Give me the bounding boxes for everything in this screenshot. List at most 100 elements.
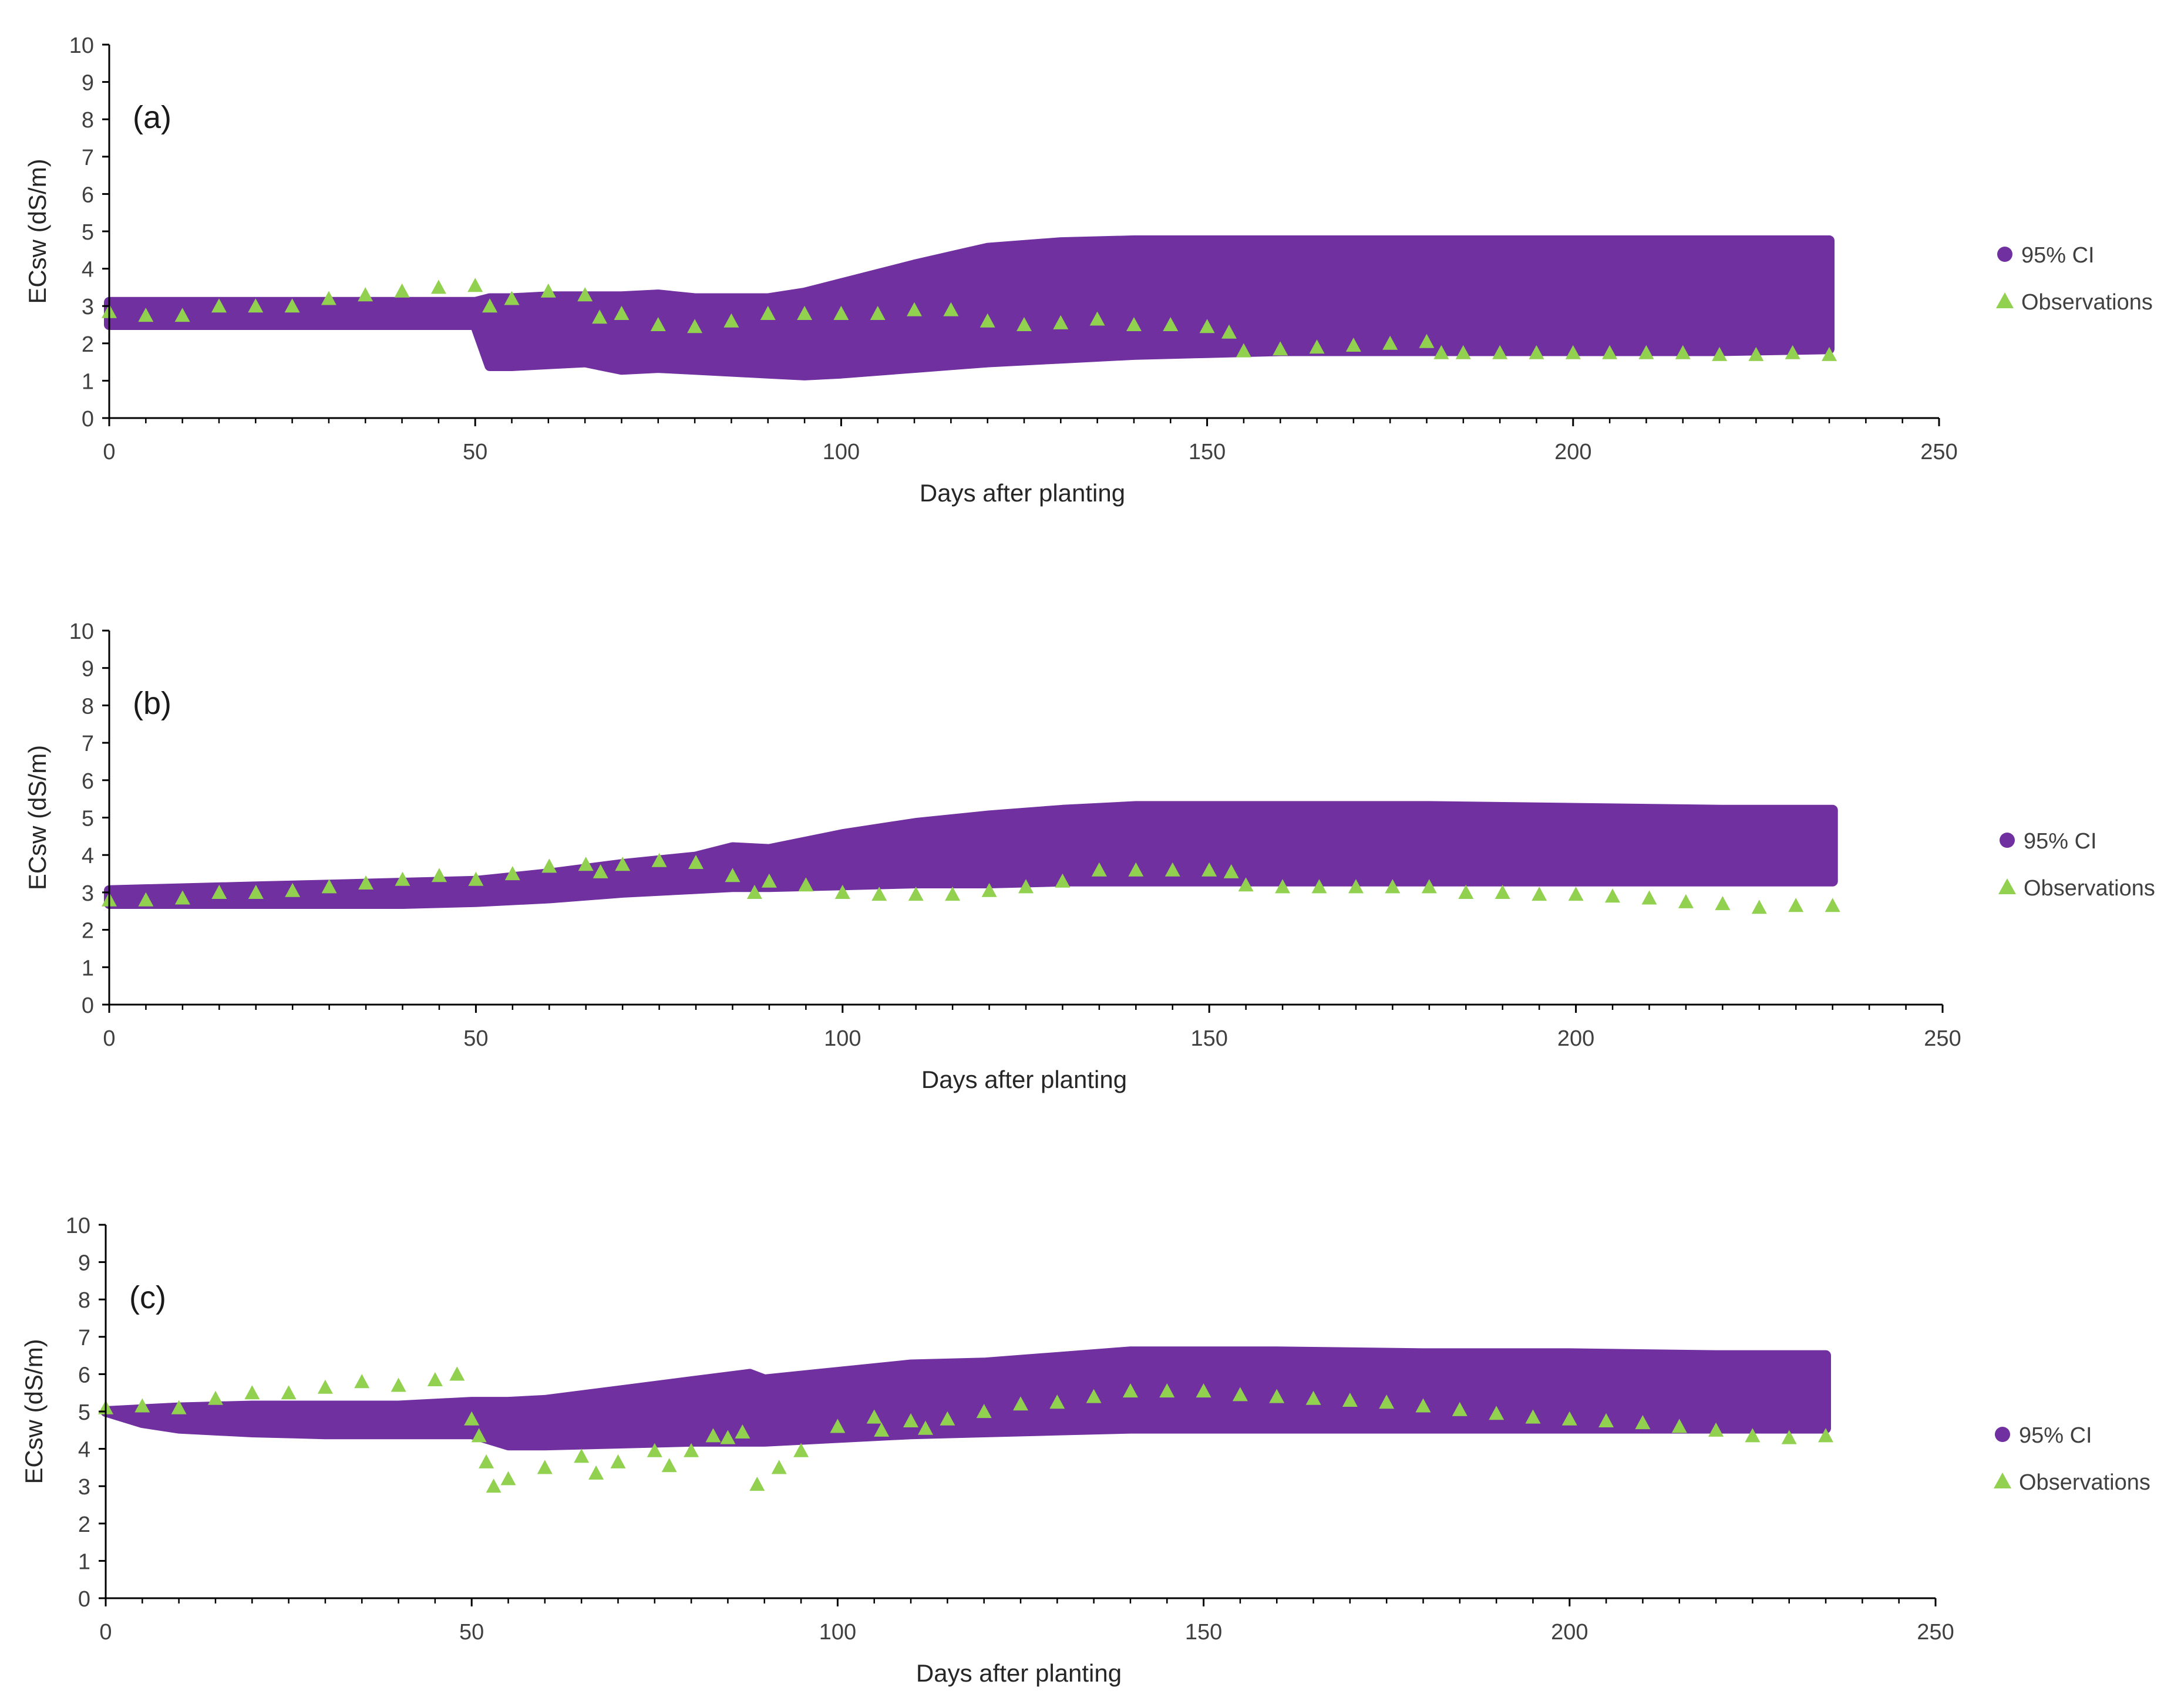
observation-point bbox=[871, 887, 887, 901]
observation-point bbox=[1421, 879, 1437, 894]
observation-point bbox=[1605, 888, 1620, 903]
observation-point bbox=[688, 854, 704, 869]
observation-point bbox=[1385, 879, 1401, 894]
x-tick-label: 150 bbox=[1185, 1620, 1222, 1645]
observation-point bbox=[1635, 1415, 1651, 1430]
observation-point bbox=[1678, 894, 1694, 908]
legend: 95% CI Observations bbox=[1998, 829, 2155, 901]
observation-point bbox=[574, 1448, 590, 1463]
observation-point bbox=[432, 868, 447, 882]
x-tick-label: 100 bbox=[824, 1026, 861, 1051]
y-tick-label: 7 bbox=[78, 1326, 90, 1350]
observation-point bbox=[1305, 1390, 1321, 1405]
observation-point bbox=[760, 305, 776, 320]
observation-point bbox=[479, 1454, 494, 1468]
x-tick-label: 250 bbox=[1924, 1026, 1961, 1051]
observation-point bbox=[1086, 1389, 1102, 1403]
observation-point bbox=[1345, 338, 1361, 352]
observation-point bbox=[874, 1422, 890, 1437]
observation-point bbox=[1455, 345, 1471, 359]
observation-point bbox=[138, 308, 154, 322]
y-tick-label: 4 bbox=[82, 844, 94, 868]
y-tick-label: 2 bbox=[82, 919, 94, 944]
observation-point bbox=[1164, 862, 1180, 877]
y-tick-label: 2 bbox=[78, 1512, 90, 1537]
observation-point bbox=[244, 1385, 260, 1400]
legend: 95% CI Observations bbox=[1996, 243, 2153, 315]
observation-point bbox=[610, 1454, 626, 1468]
observation-point bbox=[1236, 343, 1251, 358]
legend-observations-marker bbox=[1996, 292, 2014, 308]
observation-point bbox=[1529, 345, 1544, 359]
ci-band bbox=[100, 1346, 1831, 1451]
x-tick-label: 100 bbox=[819, 1620, 856, 1645]
legend-label-observations: Observations bbox=[2021, 290, 2153, 315]
observation-point bbox=[1311, 879, 1327, 894]
observation-point bbox=[723, 313, 739, 328]
observation-point bbox=[761, 873, 777, 888]
observation-point bbox=[1748, 346, 1764, 361]
observation-point bbox=[1348, 879, 1364, 894]
observation-point bbox=[907, 302, 922, 316]
y-tick-label: 5 bbox=[82, 220, 94, 245]
x-tick-label: 150 bbox=[1190, 1026, 1227, 1051]
x-axis-title: Days after planting bbox=[921, 1066, 1127, 1093]
observation-point bbox=[1091, 862, 1107, 877]
observation-point bbox=[1602, 345, 1618, 359]
x-tick-label: 200 bbox=[1551, 1620, 1588, 1645]
observation-point bbox=[1532, 887, 1547, 901]
observation-point bbox=[1561, 1411, 1577, 1426]
x-tick-label: 0 bbox=[103, 1026, 115, 1051]
y-tick-label: 8 bbox=[82, 694, 94, 719]
y-tick-label: 1 bbox=[82, 956, 94, 981]
observation-point bbox=[464, 1411, 480, 1426]
observation-point bbox=[870, 305, 886, 320]
observation-point bbox=[1199, 319, 1215, 333]
ci-band bbox=[104, 801, 1838, 909]
observation-point bbox=[248, 884, 264, 899]
observation-point bbox=[1013, 1396, 1028, 1411]
observation-point bbox=[1712, 346, 1728, 361]
observation-point bbox=[285, 882, 301, 897]
observation-point bbox=[174, 308, 190, 322]
observation-point bbox=[171, 1400, 187, 1414]
observation-point bbox=[830, 1419, 846, 1433]
observation-point bbox=[1223, 864, 1239, 878]
observation-point bbox=[467, 278, 483, 292]
observation-point bbox=[771, 1460, 787, 1474]
legend-ci-marker bbox=[2000, 833, 2015, 848]
legend-label-observations: Observations bbox=[2024, 876, 2155, 901]
observation-point bbox=[976, 1404, 992, 1419]
observation-point bbox=[537, 1460, 553, 1474]
observation-point bbox=[1017, 317, 1032, 331]
observation-point bbox=[1492, 345, 1508, 359]
y-axis-title: ECsw (dS/m) bbox=[23, 159, 51, 304]
legend-observations-marker bbox=[1998, 878, 2016, 894]
observation-point bbox=[395, 871, 410, 886]
observation-point bbox=[578, 857, 594, 871]
y-tick-label: 3 bbox=[82, 295, 94, 319]
observation-point bbox=[427, 1372, 443, 1386]
observation-point bbox=[592, 309, 608, 324]
y-tick-label: 6 bbox=[78, 1363, 90, 1387]
x-tick-label: 50 bbox=[463, 1026, 488, 1051]
y-tick-label: 8 bbox=[82, 108, 94, 133]
observation-point bbox=[430, 279, 446, 294]
legend-ci-marker bbox=[1995, 1427, 2010, 1442]
observation-point bbox=[1788, 898, 1804, 912]
observation-point bbox=[1163, 317, 1179, 331]
observation-point bbox=[1269, 1389, 1285, 1403]
x-tick-label: 250 bbox=[1917, 1620, 1954, 1645]
observation-point bbox=[1525, 1409, 1541, 1424]
observation-point bbox=[1785, 345, 1800, 359]
observation-point bbox=[1825, 898, 1840, 912]
x-tick-label: 0 bbox=[103, 440, 115, 464]
observation-point bbox=[687, 319, 703, 333]
observation-point bbox=[540, 283, 556, 298]
observation-point bbox=[577, 287, 593, 302]
observation-point bbox=[1049, 1394, 1065, 1409]
observation-point bbox=[468, 871, 484, 886]
observation-point bbox=[1221, 324, 1237, 339]
